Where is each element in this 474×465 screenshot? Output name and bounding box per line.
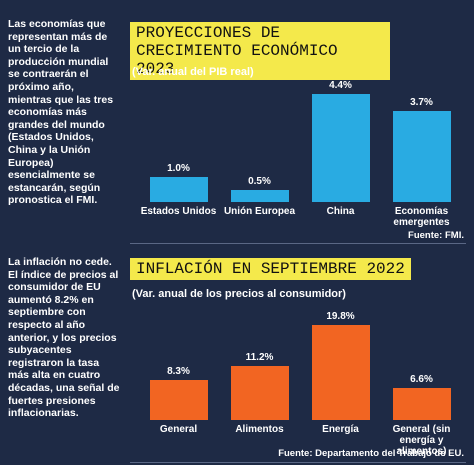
category-label: General (159, 424, 198, 435)
category-label: Energía (322, 424, 359, 435)
value-label: 11.2% (245, 352, 274, 364)
divider (130, 243, 466, 244)
category-label: Alimentos (235, 424, 284, 435)
category-label: Economías emergentes (393, 206, 450, 228)
bar (149, 177, 208, 202)
bar (392, 388, 451, 420)
bar (230, 189, 289, 202)
value-label: 19.8% (326, 311, 355, 322)
bar (392, 111, 451, 202)
value-label: 6.6% (410, 374, 433, 386)
bar (149, 380, 208, 420)
value-label: 4.4% (329, 80, 352, 91)
chart-title: INFLACIÓN EN SEPTIEMBRE 2022 (130, 258, 411, 280)
category-label: China (326, 206, 355, 217)
category-label: Estados Unidos (140, 206, 217, 217)
value-label: 3.7% (410, 97, 433, 109)
category-label: General (sin energía y alimentos) (392, 424, 451, 457)
divider (130, 462, 466, 463)
chart-title: PROYECCIONES DE CRECIMIENTO ECONÓMICO 20… (130, 22, 390, 80)
value-label: 1.0% (167, 163, 190, 175)
bar (230, 366, 289, 420)
value-label: 0.5% (248, 175, 271, 187)
bar (311, 94, 370, 202)
source: Fuente: Departamento del Trabajo de EU. (278, 448, 464, 459)
chart-subtitle: (Var. anual de los precios al consumidor… (132, 288, 346, 300)
side-note: Las economías que representan más de un … (8, 18, 114, 207)
bar (311, 325, 370, 420)
source: Fuente: FMI. (408, 230, 464, 241)
side-note: La inflación no cede. El índice de preci… (8, 256, 120, 420)
chart-subtitle: (Var. anual del PIB real) (132, 66, 254, 78)
value-label: 8.3% (167, 366, 190, 378)
category-label: Unión Europea (223, 206, 296, 217)
